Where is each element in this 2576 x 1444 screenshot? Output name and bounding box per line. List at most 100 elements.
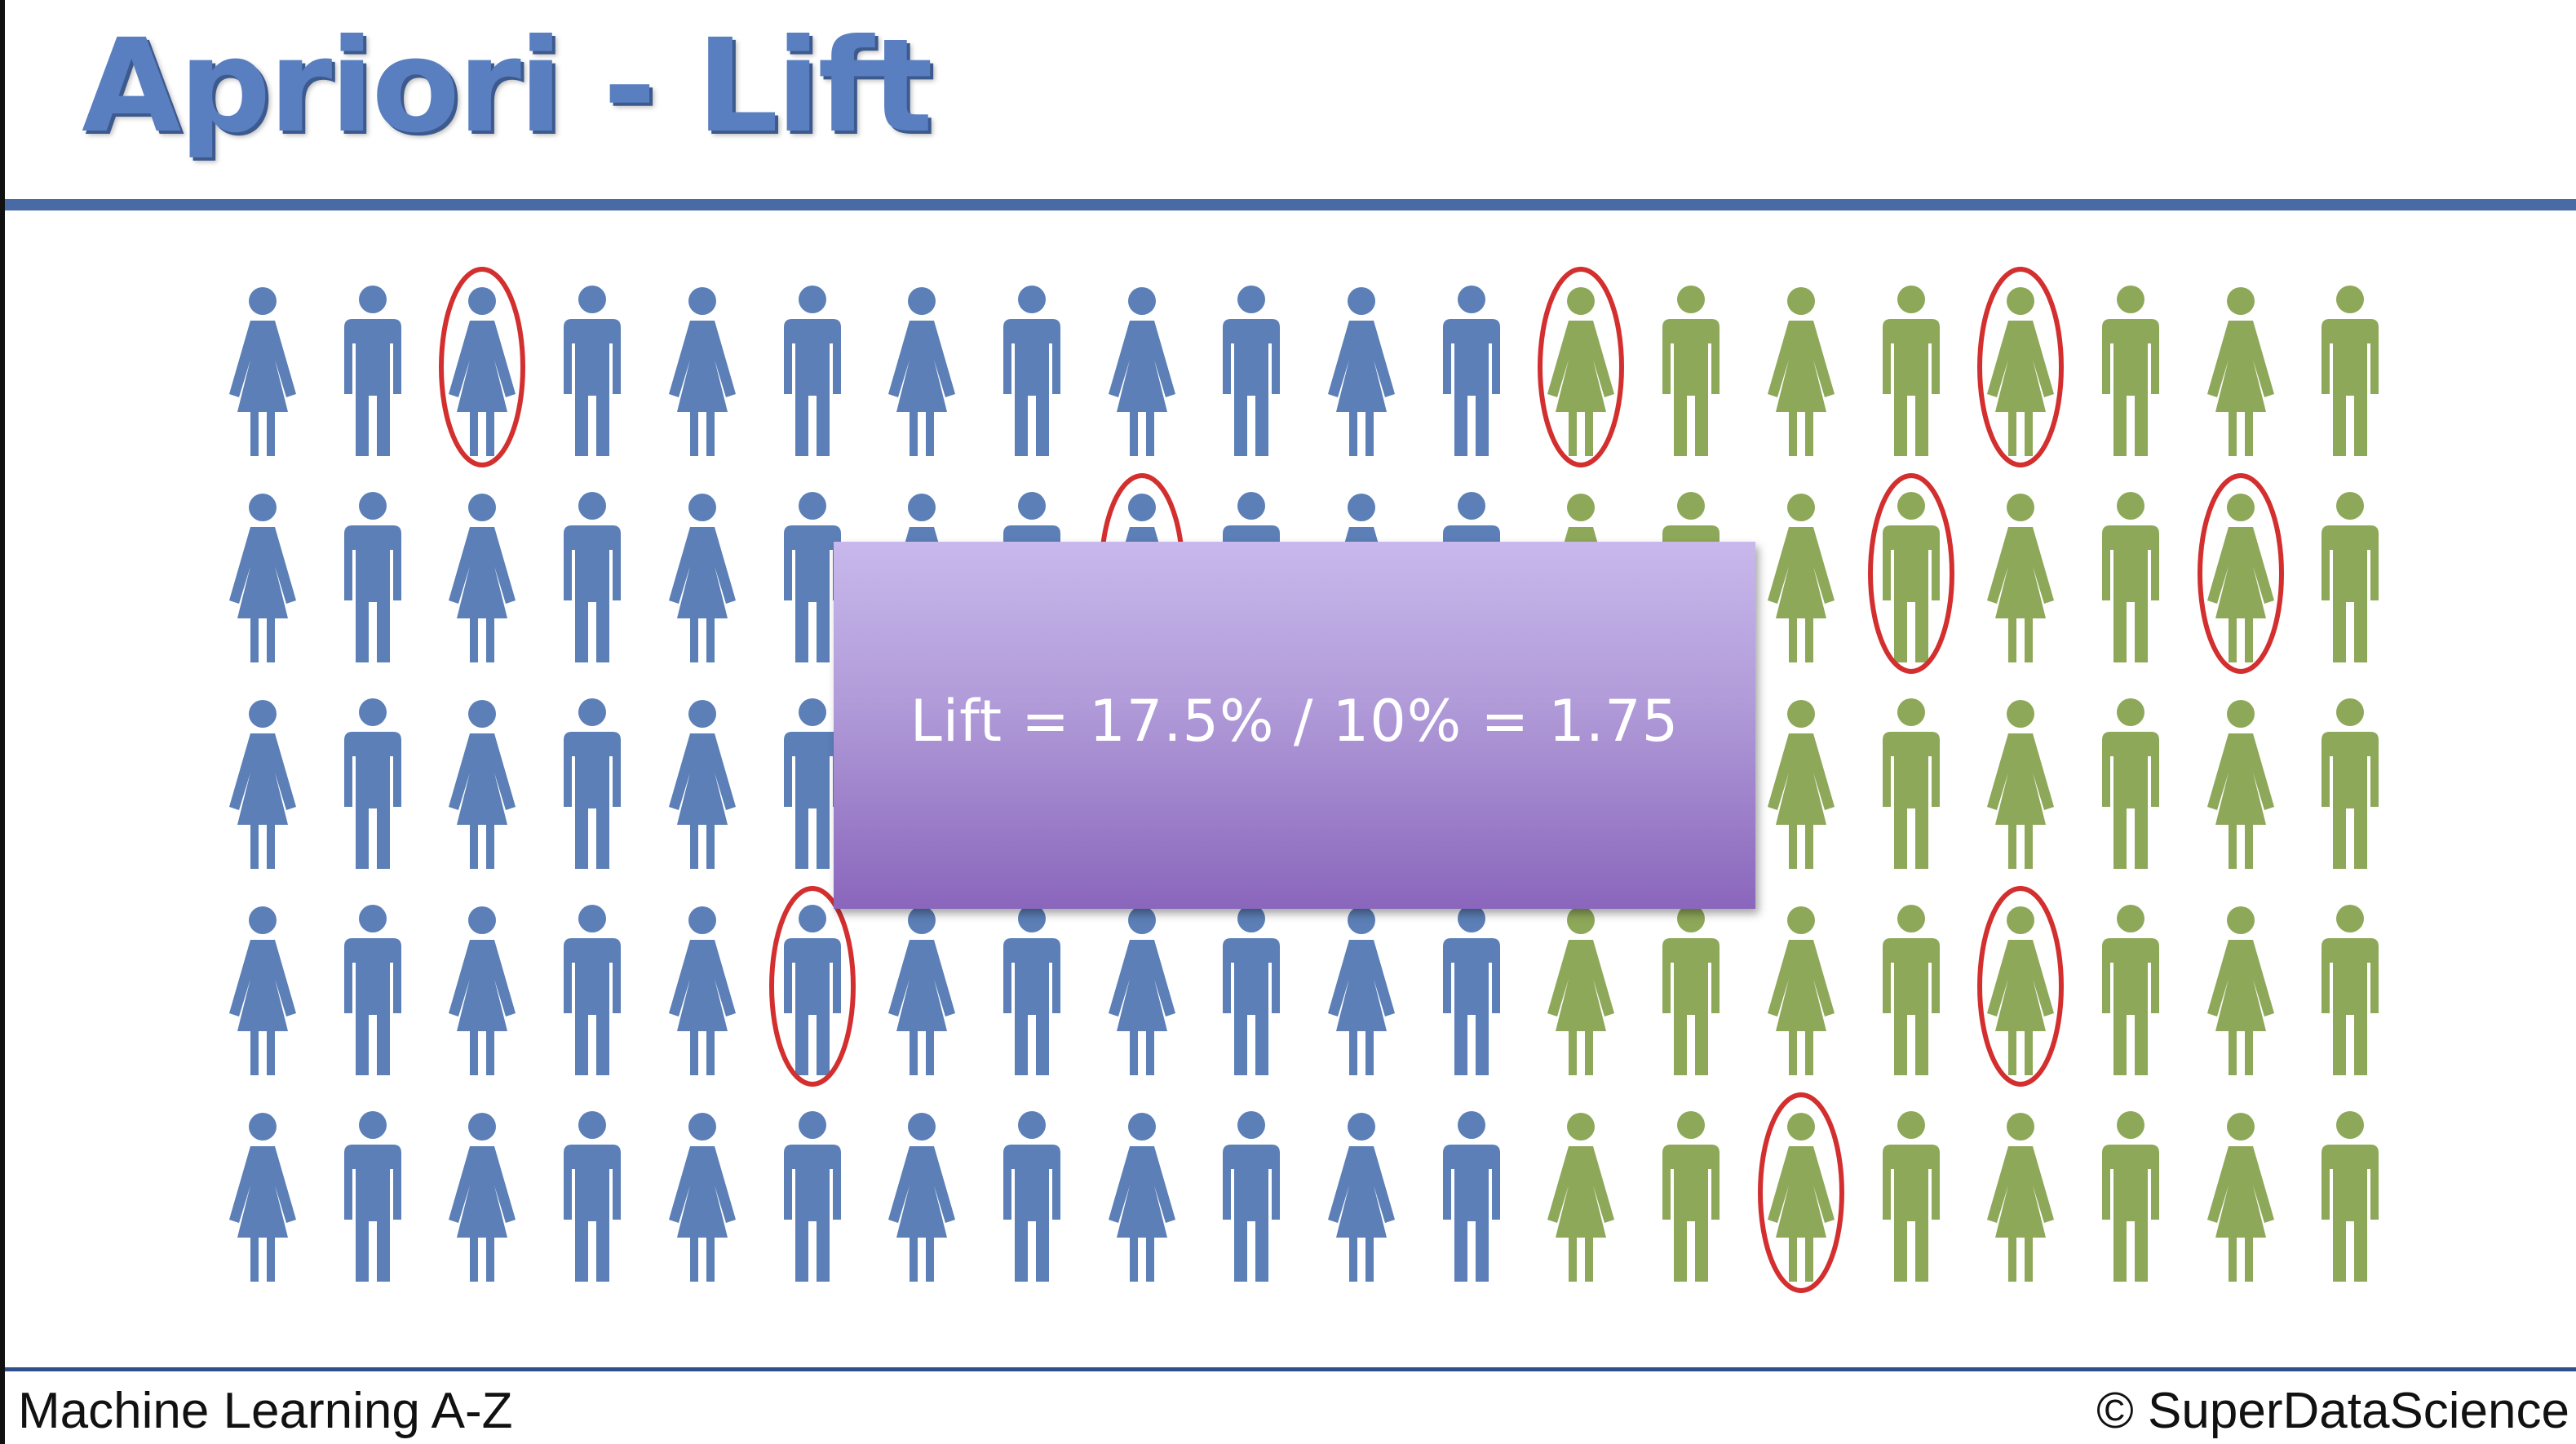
female-person-icon <box>1987 1113 2054 1282</box>
male-person-icon <box>1443 905 1500 1075</box>
male-person-icon <box>1443 1111 1500 1282</box>
male-person-icon <box>1223 286 1280 456</box>
female-person-icon <box>669 906 736 1075</box>
male-person-icon <box>1883 286 1940 456</box>
course-name: Machine Learning A-Z <box>18 1383 513 1439</box>
female-person-icon <box>449 1113 516 1282</box>
male-person-icon <box>2102 286 2159 456</box>
male-person-icon <box>2321 492 2379 662</box>
male-person-icon <box>344 1111 401 1282</box>
male-person-icon <box>1003 905 1060 1075</box>
female-person-icon <box>669 287 736 456</box>
male-person-icon <box>784 492 841 662</box>
male-person-icon <box>784 286 841 456</box>
female-person-icon <box>1328 287 1395 456</box>
highlight-circle <box>1977 886 2064 1087</box>
highlight-circle <box>1868 473 1954 674</box>
lift-formula: Lift = 17.5% / 10% = 1.75 <box>910 688 1680 755</box>
left-border <box>0 0 5 1444</box>
female-person-icon <box>1328 906 1395 1075</box>
female-person-icon <box>1977 886 2064 1087</box>
male-person-icon <box>564 286 621 456</box>
female-person-icon <box>1758 1092 1844 1293</box>
female-person-icon <box>2207 1113 2274 1282</box>
female-person-icon <box>2198 473 2284 674</box>
male-person-icon <box>1223 1111 1280 1282</box>
male-person-icon <box>1443 286 1500 456</box>
female-person-icon <box>1547 906 1614 1075</box>
male-person-icon <box>344 698 401 869</box>
female-person-icon <box>1109 287 1175 456</box>
female-person-icon <box>1109 906 1175 1075</box>
male-person-icon <box>344 492 401 662</box>
female-person-icon <box>1768 494 1835 662</box>
male-person-icon <box>784 698 841 869</box>
female-person-icon <box>1538 267 1624 467</box>
female-person-icon <box>669 1113 736 1282</box>
male-person-icon <box>1883 905 1940 1075</box>
female-person-icon <box>449 906 516 1075</box>
male-person-icon <box>2321 905 2379 1075</box>
male-person-icon <box>1003 1111 1060 1282</box>
female-person-icon <box>1987 700 2054 869</box>
highlight-circle <box>439 267 525 467</box>
male-person-icon <box>2102 492 2159 662</box>
male-person-icon <box>564 492 621 662</box>
title-divider <box>5 199 2576 210</box>
male-person-icon <box>1883 1111 1940 1282</box>
male-person-icon <box>2102 905 2159 1075</box>
female-person-icon <box>888 287 955 456</box>
male-person-icon <box>1662 905 1720 1075</box>
male-person-icon <box>1003 286 1060 456</box>
male-person-icon <box>564 1111 621 1282</box>
highlight-circle <box>1758 1092 1844 1293</box>
copyright: © SuperDataScience <box>2096 1383 2569 1439</box>
male-person-icon <box>769 886 856 1087</box>
female-person-icon <box>888 906 955 1075</box>
female-person-icon <box>669 700 736 869</box>
female-person-icon <box>449 700 516 869</box>
male-person-icon <box>1223 905 1280 1075</box>
female-person-icon <box>449 494 516 662</box>
male-person-icon <box>1662 1111 1720 1282</box>
male-person-icon <box>2321 698 2379 869</box>
female-person-icon <box>229 1113 296 1282</box>
male-person-icon <box>2102 698 2159 869</box>
highlight-circle <box>1538 267 1624 467</box>
male-person-icon <box>784 1111 841 1282</box>
male-person-icon <box>2321 286 2379 456</box>
female-person-icon <box>229 494 296 662</box>
male-person-icon <box>1868 473 1954 674</box>
female-person-icon <box>2207 700 2274 869</box>
male-person-icon <box>1662 286 1720 456</box>
female-person-icon <box>229 906 296 1075</box>
female-person-icon <box>1768 906 1835 1075</box>
footer-divider <box>5 1367 2576 1371</box>
male-person-icon <box>564 698 621 869</box>
female-person-icon <box>2207 287 2274 456</box>
male-person-icon <box>564 905 621 1075</box>
male-person-icon <box>2102 1111 2159 1282</box>
female-person-icon <box>1547 1113 1614 1282</box>
male-person-icon <box>2321 1111 2379 1282</box>
female-person-icon <box>669 494 736 662</box>
highlight-circle <box>1977 267 2064 467</box>
male-person-icon <box>1883 698 1940 869</box>
lift-formula-box: Lift = 17.5% / 10% = 1.75 <box>834 542 1755 909</box>
female-person-icon <box>1768 700 1835 869</box>
female-person-icon <box>1987 494 2054 662</box>
female-person-icon <box>1328 1113 1395 1282</box>
female-person-icon <box>1768 287 1835 456</box>
female-person-icon <box>888 1113 955 1282</box>
female-person-icon <box>1977 267 2064 467</box>
female-person-icon <box>1109 1113 1175 1282</box>
male-person-icon <box>344 286 401 456</box>
slide-title: Apriori - Lift <box>82 11 933 162</box>
male-person-icon <box>344 905 401 1075</box>
female-person-icon <box>229 700 296 869</box>
highlight-circle <box>2198 473 2284 674</box>
female-person-icon <box>439 267 525 467</box>
female-person-icon <box>2207 906 2274 1075</box>
